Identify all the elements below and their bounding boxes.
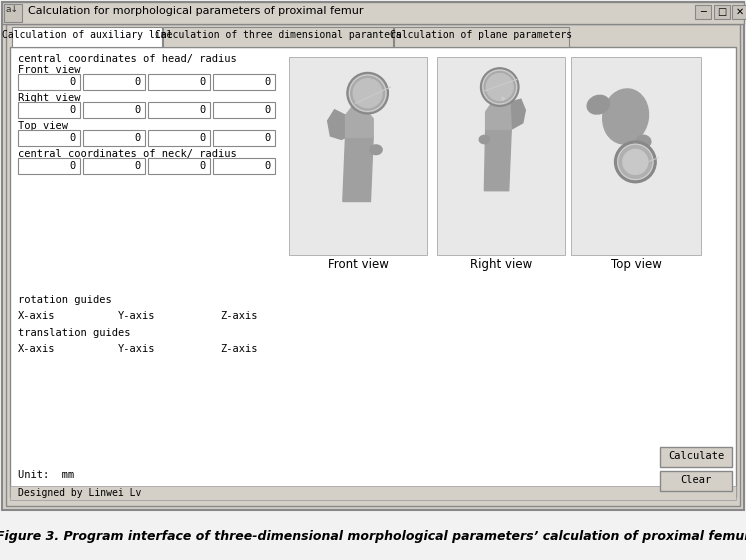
Circle shape	[615, 141, 656, 183]
Circle shape	[347, 72, 389, 114]
Bar	[148, 102, 210, 118]
Bar	[213, 74, 275, 90]
Text: Calculation for morphological parameters of proximal femur: Calculation for morphological parameters…	[28, 6, 363, 16]
Text: 0: 0	[69, 161, 76, 171]
Bar	[12, 27, 162, 47]
Bar	[83, 74, 145, 90]
Bar	[437, 57, 565, 255]
Bar	[83, 130, 145, 146]
Text: □: □	[718, 7, 727, 17]
Text: Designed by Linwei Lv: Designed by Linwei Lv	[18, 488, 142, 498]
Circle shape	[353, 79, 382, 108]
Bar	[660, 447, 732, 467]
Circle shape	[623, 150, 648, 174]
Text: 0: 0	[200, 105, 206, 115]
Bar	[10, 47, 736, 497]
Circle shape	[486, 73, 513, 100]
Bar	[18, 102, 80, 118]
Text: Calculation of plane parameters: Calculation of plane parameters	[390, 30, 572, 40]
Bar	[213, 158, 275, 174]
Polygon shape	[486, 95, 511, 129]
Text: rotation guides: rotation guides	[18, 295, 112, 305]
Text: central coordinates of neck/ radius: central coordinates of neck/ radius	[18, 149, 236, 159]
Text: Calculation of three dimensional paranters: Calculation of three dimensional parante…	[154, 30, 401, 40]
Text: 0: 0	[69, 133, 76, 143]
Bar	[148, 130, 210, 146]
Bar	[695, 5, 711, 19]
Text: 0: 0	[265, 105, 271, 115]
Text: Calculate: Calculate	[668, 451, 724, 461]
Bar	[18, 130, 80, 146]
Bar	[148, 158, 210, 174]
Bar	[213, 102, 275, 118]
Bar	[148, 74, 210, 90]
Polygon shape	[343, 136, 373, 202]
Text: 0: 0	[69, 77, 76, 87]
Text: Figure 3. Program interface of three-dimensional morphological parameters’ calcu: Figure 3. Program interface of three-dim…	[0, 530, 746, 543]
Ellipse shape	[587, 95, 609, 114]
Text: Right view: Right view	[18, 93, 81, 103]
Text: 0: 0	[265, 161, 271, 171]
Text: 0: 0	[200, 161, 206, 171]
Text: ✕: ✕	[736, 7, 744, 17]
Text: Y-axis: Y-axis	[118, 311, 155, 321]
Ellipse shape	[637, 135, 651, 147]
Text: Z-axis: Z-axis	[220, 344, 257, 354]
Ellipse shape	[479, 136, 489, 144]
Text: 0: 0	[135, 161, 141, 171]
Polygon shape	[345, 100, 373, 137]
Text: Front view: Front view	[327, 258, 389, 271]
Text: X-axis: X-axis	[18, 344, 55, 354]
Bar	[732, 5, 746, 19]
Bar	[2, 2, 744, 24]
Polygon shape	[510, 99, 525, 129]
Ellipse shape	[370, 145, 382, 155]
Ellipse shape	[603, 89, 648, 144]
Bar	[10, 486, 736, 500]
Text: Top view: Top view	[18, 121, 68, 131]
Bar	[163, 27, 393, 47]
Text: Unit:  mm: Unit: mm	[18, 470, 75, 480]
Text: 0: 0	[135, 77, 141, 87]
Bar	[18, 74, 80, 90]
Text: X-axis: X-axis	[18, 311, 55, 321]
Text: Top view: Top view	[610, 258, 662, 271]
Bar	[18, 158, 80, 174]
Text: Clear: Clear	[680, 475, 712, 485]
Bar	[6, 24, 740, 506]
Bar	[394, 27, 569, 47]
Circle shape	[618, 144, 653, 180]
Text: 0: 0	[200, 133, 206, 143]
Text: 0: 0	[135, 105, 141, 115]
Text: Z-axis: Z-axis	[220, 311, 257, 321]
Text: 0: 0	[69, 105, 76, 115]
Text: 0: 0	[200, 77, 206, 87]
Bar	[83, 158, 145, 174]
Bar	[714, 5, 730, 19]
Text: Front view: Front view	[18, 65, 81, 75]
Polygon shape	[484, 129, 511, 191]
Text: ─: ─	[700, 7, 706, 17]
Circle shape	[349, 74, 386, 112]
Text: 0: 0	[265, 133, 271, 143]
Bar	[10, 26, 738, 48]
Circle shape	[480, 68, 519, 106]
Circle shape	[483, 70, 517, 104]
Text: central coordinates of head/ radius: central coordinates of head/ radius	[18, 54, 236, 64]
Bar	[289, 57, 427, 255]
Text: Y-axis: Y-axis	[118, 344, 155, 354]
Text: Right view: Right view	[470, 258, 532, 271]
Bar	[660, 471, 732, 491]
Text: translation guides: translation guides	[18, 328, 131, 338]
Circle shape	[501, 97, 504, 100]
Bar	[571, 57, 701, 255]
Text: a↓: a↓	[5, 5, 18, 14]
Text: Calculation of auxiliary line: Calculation of auxiliary line	[1, 30, 172, 40]
Text: 0: 0	[135, 133, 141, 143]
Text: 0: 0	[265, 77, 271, 87]
Bar	[83, 102, 145, 118]
Polygon shape	[327, 110, 345, 139]
Bar	[213, 130, 275, 146]
Bar	[4, 4, 22, 22]
